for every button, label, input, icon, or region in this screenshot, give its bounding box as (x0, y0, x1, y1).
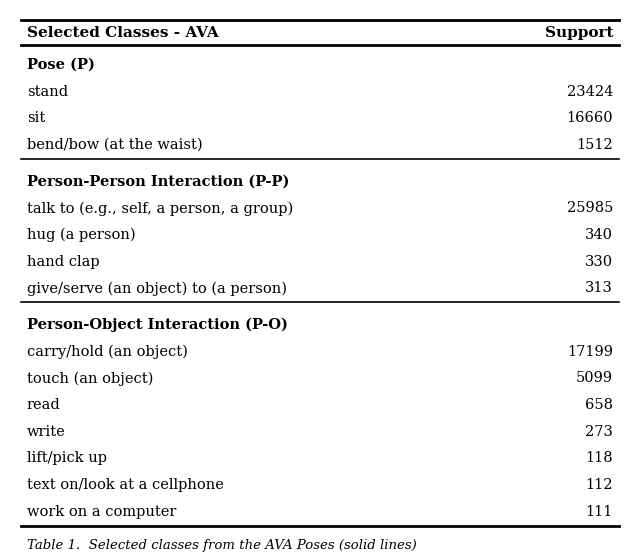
Text: bend/bow (at the waist): bend/bow (at the waist) (27, 138, 202, 152)
Text: 118: 118 (586, 451, 613, 465)
Text: 340: 340 (585, 228, 613, 242)
Text: 658: 658 (585, 398, 613, 412)
Text: 112: 112 (586, 478, 613, 492)
Text: 17199: 17199 (567, 345, 613, 359)
Text: write: write (27, 424, 66, 438)
Text: lift/pick up: lift/pick up (27, 451, 107, 465)
Text: read: read (27, 398, 61, 412)
Text: Pose (P): Pose (P) (27, 58, 95, 72)
Text: hug (a person): hug (a person) (27, 228, 136, 242)
Text: carry/hold (an object): carry/hold (an object) (27, 345, 188, 359)
Text: give/serve (an object) to (a person): give/serve (an object) to (a person) (27, 282, 287, 296)
Text: 25985: 25985 (567, 202, 613, 216)
Text: 23424: 23424 (567, 85, 613, 99)
Text: Selected Classes - AVA: Selected Classes - AVA (27, 26, 219, 40)
Text: 1512: 1512 (577, 138, 613, 152)
Text: hand clap: hand clap (27, 255, 99, 269)
Text: text on/look at a cellphone: text on/look at a cellphone (27, 478, 224, 492)
Text: touch (an object): touch (an object) (27, 371, 153, 386)
Text: stand: stand (27, 85, 68, 99)
Text: 313: 313 (585, 282, 613, 296)
Text: work on a computer: work on a computer (27, 505, 176, 519)
Text: Support: Support (545, 26, 613, 40)
Text: Table 1.  Selected classes from the AVA Poses (solid lines): Table 1. Selected classes from the AVA P… (27, 539, 417, 552)
Text: 16660: 16660 (566, 111, 613, 125)
Text: 111: 111 (586, 505, 613, 519)
Text: 5099: 5099 (576, 371, 613, 385)
Text: 330: 330 (585, 255, 613, 269)
Text: sit: sit (27, 111, 45, 125)
Text: Person-Person Interaction (P-P): Person-Person Interaction (P-P) (27, 175, 289, 189)
Text: Person-Object Interaction (P-O): Person-Object Interaction (P-O) (27, 318, 288, 333)
Text: 273: 273 (585, 424, 613, 438)
Text: talk to (e.g., self, a person, a group): talk to (e.g., self, a person, a group) (27, 202, 293, 216)
